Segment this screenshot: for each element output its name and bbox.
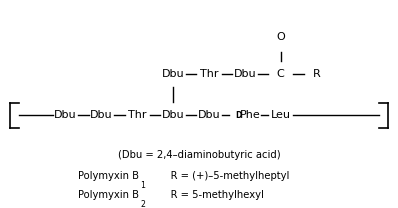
Text: (Dbu = 2,4–diaminobutyric acid): (Dbu = 2,4–diaminobutyric acid) xyxy=(118,150,280,160)
Text: Thr: Thr xyxy=(200,69,218,79)
Text: Dbu: Dbu xyxy=(162,69,184,79)
Text: R = 5-methylhexyl: R = 5-methylhexyl xyxy=(155,190,264,200)
Text: R = (+)–5-methylheptyl: R = (+)–5-methylheptyl xyxy=(155,171,290,181)
Text: R: R xyxy=(312,69,320,79)
Text: O: O xyxy=(276,32,285,42)
Text: 2: 2 xyxy=(140,200,146,208)
Text: Dbu: Dbu xyxy=(162,110,184,120)
Text: Dbu: Dbu xyxy=(198,110,220,120)
Text: Dbu: Dbu xyxy=(55,110,77,120)
Text: Dbu: Dbu xyxy=(90,110,113,120)
Text: Phe: Phe xyxy=(240,110,261,120)
Text: Polymyxin B: Polymyxin B xyxy=(78,190,139,200)
Text: Dbu: Dbu xyxy=(234,69,256,79)
Text: 1: 1 xyxy=(140,181,146,190)
Text: Leu: Leu xyxy=(271,110,291,120)
Text: D: D xyxy=(235,111,241,120)
Text: Polymyxin B: Polymyxin B xyxy=(78,171,139,181)
Text: C: C xyxy=(277,69,285,79)
Text: Thr: Thr xyxy=(128,110,146,120)
